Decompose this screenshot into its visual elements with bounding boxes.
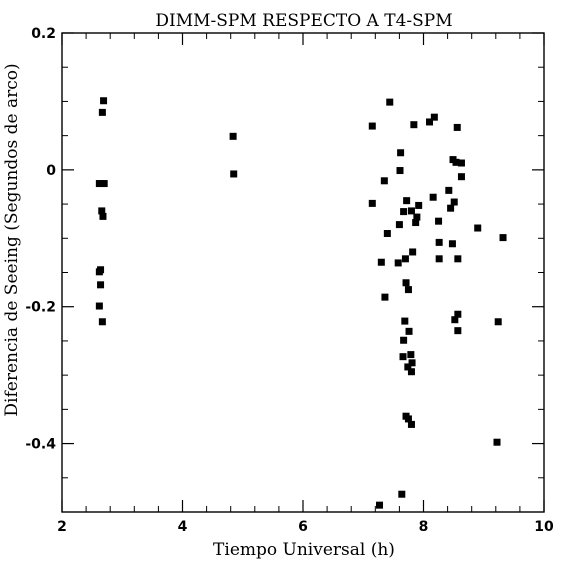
data-point [404, 363, 412, 371]
data-point [407, 368, 415, 376]
data-point [412, 219, 420, 227]
data-point [377, 258, 385, 266]
x-tick-label: 2 [57, 519, 67, 535]
data-point [100, 97, 108, 105]
data-point [494, 318, 502, 326]
x-axis-label: Tiempo Universal (h) [213, 540, 395, 560]
data-point [403, 197, 411, 205]
x-tick-label: 8 [419, 519, 429, 535]
data-point [429, 193, 437, 201]
data-point [401, 255, 409, 263]
data-point [401, 317, 409, 325]
data-point [98, 318, 106, 326]
data-point [95, 268, 103, 276]
data-point [457, 159, 465, 167]
y-tick-label: -0.4 [25, 437, 56, 453]
data-point [100, 180, 108, 188]
data-points [95, 97, 507, 509]
data-point [95, 180, 103, 188]
data-point [453, 123, 461, 131]
data-point [230, 170, 238, 178]
y-tick-label: -0.2 [25, 300, 56, 316]
data-point [98, 207, 106, 215]
data-point [404, 286, 412, 294]
data-point [451, 316, 459, 324]
data-point [380, 177, 388, 185]
data-point [410, 121, 418, 129]
data-point [409, 248, 417, 256]
x-tick-label: 6 [298, 519, 308, 535]
plot-border [61, 32, 545, 513]
data-point [493, 438, 501, 446]
data-point [381, 293, 389, 301]
data-point [402, 279, 410, 287]
data-point [400, 208, 408, 216]
data-point [400, 336, 408, 344]
data-point [454, 327, 462, 335]
data-point [452, 158, 460, 166]
data-point [454, 310, 462, 318]
data-point [368, 199, 376, 207]
axis-ticks [61, 32, 545, 513]
data-point [474, 224, 482, 232]
chart-title: DIMM-SPM RESPECTO A T4-SPM [155, 11, 452, 31]
data-point [99, 212, 107, 220]
data-point [397, 149, 405, 157]
data-point [413, 213, 421, 221]
data-point [448, 240, 456, 248]
data-point [386, 98, 394, 106]
data-point [368, 122, 376, 130]
data-point [407, 207, 415, 215]
data-point [98, 108, 106, 116]
data-point [426, 118, 434, 126]
data-point [415, 201, 423, 209]
data-point [499, 234, 507, 242]
tick-labels: 2 4 6 8 10 -0.4 -0.2 0 0.2 [25, 26, 554, 535]
plot-frame [61, 32, 545, 513]
data-point [450, 198, 458, 206]
data-point [457, 173, 465, 181]
data-point [435, 217, 443, 225]
data-point [407, 351, 415, 359]
x-tick-label: 10 [534, 519, 554, 535]
data-point [435, 255, 443, 263]
data-point [454, 255, 462, 263]
y-tick-label: 0.2 [31, 26, 56, 42]
y-axis-label: Diferencia de Seeing (Segundos de arco) [2, 63, 22, 416]
data-point [430, 113, 438, 121]
data-point [435, 238, 443, 246]
y-tick-label: 0 [46, 163, 56, 179]
data-point [445, 186, 453, 194]
x-tick-label: 4 [178, 519, 188, 535]
data-point [396, 167, 404, 175]
data-point [404, 415, 412, 423]
data-point [95, 302, 103, 310]
data-point [394, 259, 402, 267]
data-point [405, 327, 413, 335]
data-point [407, 420, 415, 428]
data-point [447, 204, 455, 212]
data-point [376, 501, 384, 509]
data-point [399, 353, 407, 361]
data-point [408, 359, 416, 367]
data-point [97, 281, 105, 289]
data-point [395, 221, 403, 229]
data-point [383, 229, 391, 237]
data-point [398, 490, 406, 498]
data-point [229, 132, 237, 140]
